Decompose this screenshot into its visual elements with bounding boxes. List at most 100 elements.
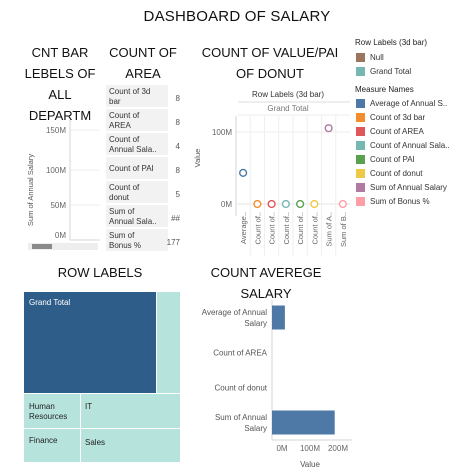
treemap-label: Finance: [29, 436, 58, 445]
count-area-title: COUNT OF AREA: [104, 42, 182, 84]
treemap-cell-finance[interactable]: Finance: [24, 429, 80, 462]
table-row-value: 8: [175, 166, 180, 175]
table-row: Count of Annual Sala..: [106, 133, 168, 155]
legend-swatch: [356, 168, 365, 178]
count-value-point[interactable]: [253, 199, 262, 209]
count-area-table: Count of 3d bar 8 Count of AREA 8 Count …: [106, 85, 186, 255]
legend-item-null[interactable]: Null: [356, 50, 411, 64]
treemap-cell-small[interactable]: [157, 292, 180, 393]
legend-swatch: [356, 154, 365, 164]
cnt-bar-ytick: 100M: [46, 166, 66, 175]
table-row-label: Count of 3d bar: [106, 85, 168, 109]
count-value-title-line: OF DONUT: [236, 66, 304, 81]
legend-item-count-3d-bar[interactable]: Count of 3d bar: [356, 110, 450, 124]
row-labels-legend: Null Grand Total: [356, 50, 411, 78]
count-value-point[interactable]: [267, 199, 276, 209]
legend-item-average-annual[interactable]: Average of Annual S..: [356, 96, 450, 110]
table-row: Count of PAI: [106, 157, 168, 179]
count-avg-category-label: Salary: [244, 319, 267, 328]
legend-item-grand-total[interactable]: Grand Total: [356, 64, 411, 78]
legend-item-count-donut[interactable]: Count of donut: [356, 166, 450, 180]
legend-swatch: [356, 126, 365, 136]
count-area-title-line: COUNT OF: [109, 45, 177, 60]
count-avg-bar[interactable]: [272, 410, 335, 435]
table-row-label-line: Annual Sala..: [109, 145, 157, 154]
count-value-xtick: Sum of B..: [339, 212, 348, 247]
count-value-point[interactable]: [324, 124, 333, 133]
count-value-point[interactable]: [239, 168, 248, 177]
count-value-subheader: Grand Total: [267, 104, 308, 113]
table-row-value: 8: [175, 94, 180, 103]
table-row-label-line: AREA: [109, 121, 131, 130]
table-row-value: ##: [171, 214, 180, 223]
cnt-bar-scrollbar-thumb[interactable]: [32, 244, 52, 249]
legend-item-sum-bonus[interactable]: Sum of Bonus %: [356, 194, 450, 208]
legend-label: Count of AREA: [370, 126, 424, 136]
table-row: Count of donut: [106, 181, 168, 203]
legend-label: Count of Annual Sala..: [370, 140, 450, 150]
treemap-cell-human-resources[interactable]: Human Resources: [24, 394, 80, 428]
cnt-bar-title-line: CNT BAR: [31, 45, 89, 60]
row-labels-legend-header: Row Labels (3d bar): [355, 38, 428, 47]
count-value-xtick: Average..: [239, 212, 248, 244]
cnt-bar-ytick: 50M: [50, 201, 66, 210]
count-value-ytick: 0M: [221, 200, 232, 209]
treemap-cell-sales[interactable]: Sales: [81, 429, 180, 462]
count-value-xtick: Count of..: [296, 212, 305, 245]
table-row-label-line: bar: [109, 97, 121, 106]
table-row-label: Count of PAI: [106, 157, 168, 176]
table-row-label: Count of Annual Sala..: [106, 133, 168, 157]
legend-swatch: [356, 52, 365, 62]
legend-label: Count of PAI: [370, 154, 415, 164]
table-row-label-line: Sum of: [109, 231, 135, 240]
cnt-bar-scrollbar-track[interactable]: [28, 243, 98, 250]
count-area-title-line: AREA: [125, 66, 161, 81]
count-value-point[interactable]: [296, 199, 305, 209]
treemap-cell-it[interactable]: IT: [81, 394, 180, 428]
table-row-label-line: Count of 3d: [109, 87, 151, 96]
table-row-label: Count of AREA: [106, 109, 168, 133]
count-avg-category-label: Count of donut: [215, 384, 268, 393]
count-avg-title-line: COUNT AVEREGE: [210, 265, 322, 280]
table-row-label-line: Bonus %: [109, 241, 142, 250]
legend-item-count-pai[interactable]: Count of PAI: [356, 152, 450, 166]
count-avg-xtick: 200M: [328, 444, 348, 453]
table-row-label: Count of donut: [106, 181, 168, 205]
count-avg-category-label: Average of Annual: [202, 308, 267, 317]
legend-item-count-annual-salary[interactable]: Count of Annual Sala..: [356, 138, 450, 152]
cnt-bar-chart: Sum of Annual Salary 150M 100M 50M 0M: [26, 120, 100, 250]
count-value-xtick: Count of..: [310, 212, 319, 245]
count-avg-category-label: Sum of Annual: [215, 413, 267, 422]
cnt-bar-title-line: DEPARTM: [28, 108, 92, 123]
table-row-value: 8: [175, 118, 180, 127]
table-row-label-line: Count of PAI: [109, 164, 154, 173]
cnt-bar-title-line: LEBELS OF: [24, 66, 96, 81]
count-avg-category-label: Count of AREA: [213, 349, 267, 358]
count-avg-title-line: SALARY: [240, 286, 292, 301]
legend-swatch: [356, 196, 365, 206]
dashboard-title: DASHBOARD OF SALARY: [143, 8, 331, 25]
count-value-header: Row Labels (3d bar): [252, 90, 324, 99]
cnt-bar-ytick: 0M: [55, 231, 66, 240]
legend-swatch: [356, 182, 365, 192]
legend-swatch: [356, 112, 365, 122]
count-value-ylabel: Value: [193, 149, 202, 168]
count-avg-title: COUNT AVEREGE SALARY: [196, 262, 336, 304]
treemap-label: Grand Total: [29, 298, 71, 307]
count-avg-xtick: 100M: [300, 444, 320, 453]
legend-item-sum-annual-salary[interactable]: Sum of Annual Salary: [356, 180, 450, 194]
count-avg-bar[interactable]: [272, 305, 285, 330]
table-row-label-line: Count of: [109, 135, 140, 144]
legend-label: Average of Annual S..: [370, 98, 448, 108]
legend-item-count-area[interactable]: Count of AREA: [356, 124, 450, 138]
cnt-bar-title-line: ALL: [48, 87, 72, 102]
count-avg-xtick: 0M: [276, 444, 287, 453]
count-value-title: COUNT OF VALUE/PAI OF DONUT: [190, 42, 350, 84]
count-value-point[interactable]: [281, 199, 290, 209]
count-value-ytick: 100M: [212, 128, 232, 137]
treemap-label: Sales: [85, 438, 106, 447]
treemap-cell-grand-total[interactable]: Grand Total: [24, 292, 156, 393]
count-value-point[interactable]: [310, 199, 319, 209]
count-value-point[interactable]: [338, 199, 347, 209]
table-row: Sum of Annual Sala..: [106, 205, 168, 227]
